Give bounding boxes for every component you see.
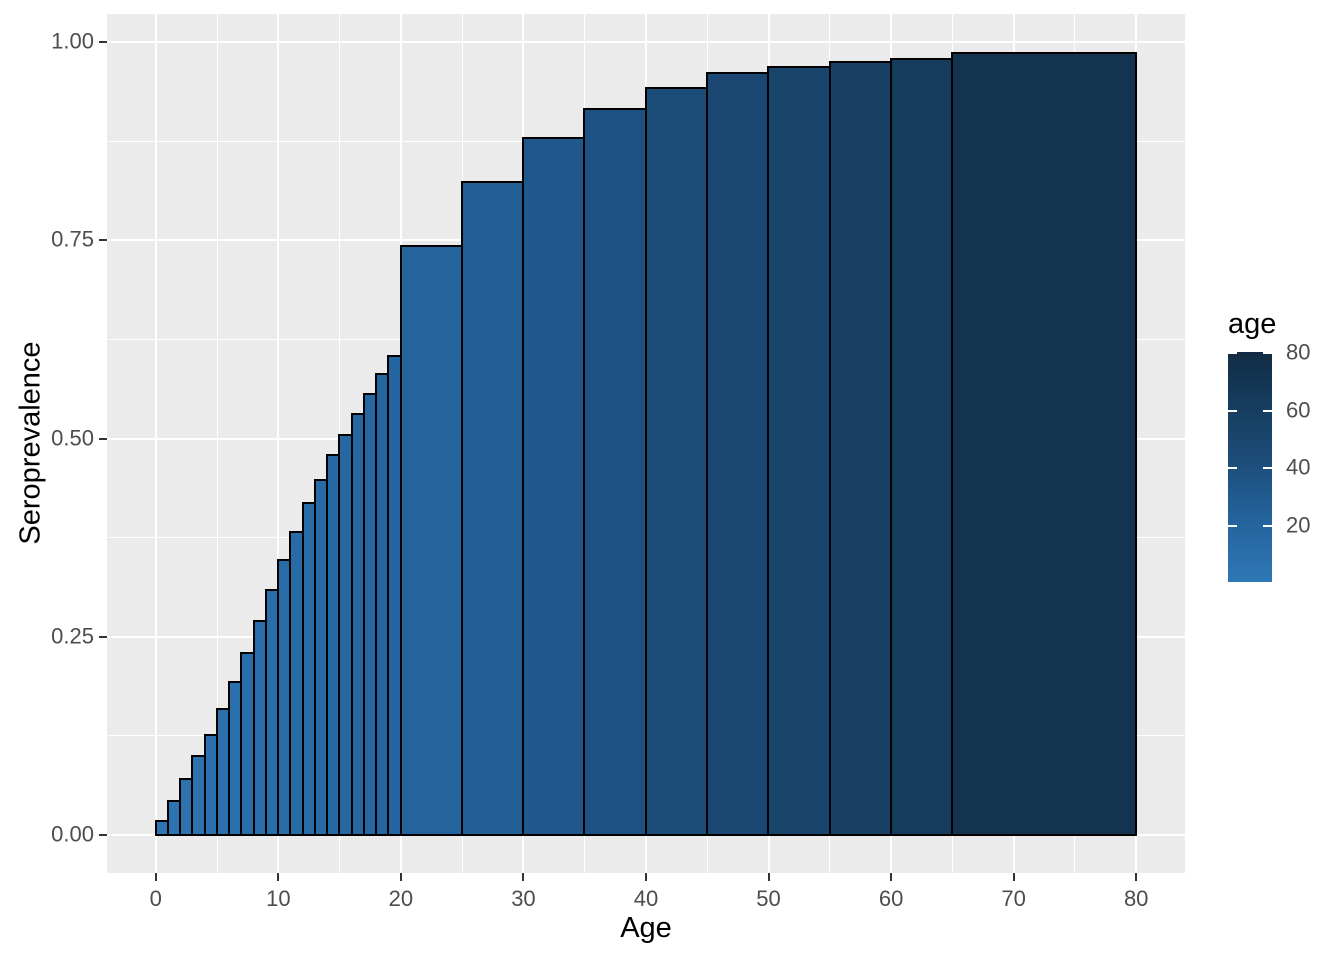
x-tick-label: 10 <box>266 886 291 911</box>
x-minor-gridline <box>216 14 218 873</box>
x-tick-label: 50 <box>756 886 781 911</box>
x-tick-label: 40 <box>633 886 659 911</box>
legend-tick-label: 80 <box>1286 339 1311 365</box>
bar-segment <box>767 66 832 837</box>
y-tick-label: 0.75 <box>51 226 94 252</box>
x-axis-tick <box>522 873 525 881</box>
x-tick-label: 20 <box>388 886 414 911</box>
y-tick-label: 1.00 <box>51 28 94 54</box>
bar-segment <box>951 51 1138 837</box>
x-tick-label: 70 <box>1001 886 1026 911</box>
legend: age 80 60 40 20 <box>1228 308 1344 608</box>
x-axis-tick <box>154 873 157 881</box>
y-axis-tick <box>99 239 107 242</box>
colorbar-tick <box>1228 525 1237 528</box>
x-tick-label: 30 <box>511 886 536 911</box>
x-axis-title: Age <box>620 912 672 944</box>
legend-tick-label: 60 <box>1286 397 1311 423</box>
x-major-gridline <box>154 14 157 873</box>
bar-segment <box>889 58 954 837</box>
colorbar-tick <box>1263 409 1272 412</box>
legend-title: age <box>1228 308 1277 340</box>
y-axis-tick <box>99 41 107 43</box>
x-major-gridline <box>277 14 280 873</box>
y-axis-tick <box>99 834 107 836</box>
x-axis-tick <box>645 873 647 881</box>
x-axis-tick <box>1012 873 1015 881</box>
y-axis-title: Seroprevalence <box>14 341 47 545</box>
x-axis-tick <box>277 873 280 881</box>
x-axis-tick <box>399 873 402 881</box>
legend-tick-label: 40 <box>1286 454 1311 480</box>
x-tick-label: 80 <box>1123 886 1149 911</box>
bar-segment <box>522 137 586 837</box>
legend-colorbar <box>1228 351 1272 582</box>
x-tick-label: 0 <box>149 886 162 911</box>
y-axis-tick <box>99 635 107 638</box>
bar-segment <box>399 245 464 837</box>
bar-segment <box>706 72 770 837</box>
colorbar-tick <box>1228 409 1237 412</box>
legend-tick-label: 20 <box>1286 512 1311 538</box>
colorbar-tick <box>1263 351 1272 354</box>
y-tick-label: 0.25 <box>51 623 94 649</box>
y-axis-tick <box>99 437 107 440</box>
bar-segment <box>828 61 893 837</box>
colorbar-tick <box>1263 467 1272 470</box>
y-tick-label: 0.50 <box>51 424 94 450</box>
colorbar-tick <box>1228 467 1237 470</box>
y-tick-label: 0.00 <box>51 821 94 847</box>
colorbar-tick <box>1263 525 1272 528</box>
bar-segment <box>583 108 648 837</box>
x-axis-tick <box>890 873 893 881</box>
bar-segment <box>460 181 525 837</box>
bar-segment <box>644 86 709 837</box>
x-axis-tick <box>1135 873 1138 881</box>
x-axis-tick <box>767 873 770 881</box>
plot-panel <box>107 14 1185 873</box>
colorbar-tick <box>1228 351 1237 354</box>
x-tick-label: 60 <box>878 886 904 911</box>
